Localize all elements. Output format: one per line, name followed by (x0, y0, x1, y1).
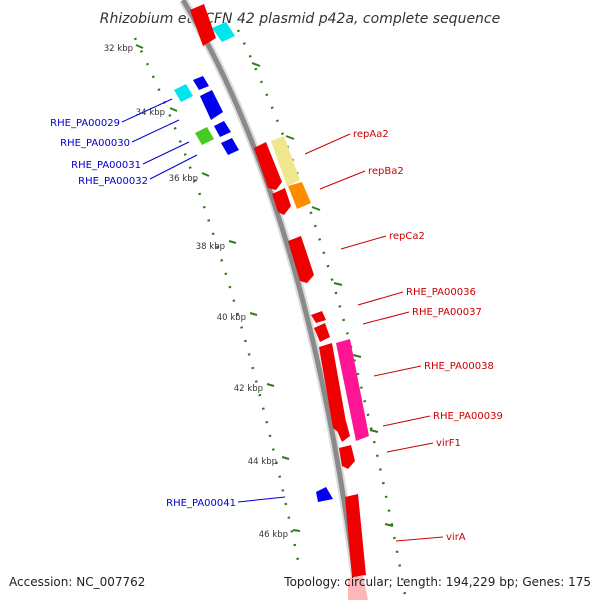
gene-arrow-top-cyan (212, 22, 235, 42)
tick-labels: 32 kbp 34 kbp 36 kbp 38 kbp 40 kbp 42 kb… (104, 44, 288, 540)
gene-label-RHE_PA00041[interactable]: RHE_PA00041 (166, 498, 236, 509)
gene-arrow-repCa2 (288, 236, 314, 283)
outer-major-ticks (251, 62, 394, 527)
gene-block-repBa2-overlay (288, 182, 311, 209)
gene-block-repAa2-overlay (271, 136, 300, 186)
tick-label: 44 kbp (248, 457, 277, 467)
gene-arrow-repBa2 (272, 188, 291, 215)
gene-arrow-RHE_PA00031 (195, 127, 214, 145)
outer-tick-ring (236, 29, 407, 596)
gene-arrow-RHE_PA00036 (311, 311, 326, 323)
tick-label: 38 kbp (196, 242, 225, 252)
gene-arrow-virF1 (339, 445, 355, 469)
tick-label: 46 kbp (259, 530, 288, 540)
gene-label-RHE_PA00038[interactable]: RHE_PA00038 (424, 361, 494, 372)
gene-label-RHE_PA00031[interactable]: RHE_PA00031 (71, 160, 141, 171)
tick-label: 34 kbp (136, 108, 165, 118)
tick-label: 40 kbp (217, 313, 246, 323)
gene-arrow-virA (345, 494, 366, 577)
gene-arrow-RHE_PA00032 (221, 138, 239, 155)
gene-label-RHE_PA00037[interactable]: RHE_PA00037 (412, 307, 482, 318)
gene-arrow-bottom-faded (348, 576, 368, 600)
tick-label: 32 kbp (104, 44, 133, 54)
gene-label-RHE_PA00036[interactable]: RHE_PA00036 (406, 287, 476, 298)
inner-major-ticks (135, 44, 301, 532)
backbone (180, 0, 361, 600)
gene-label-RHE_PA00030[interactable]: RHE_PA00030 (60, 138, 130, 149)
topology-summary-text: Topology: circular; Length: 194,229 bp; … (283, 575, 591, 589)
gene-label-repCa2[interactable]: repCa2 (389, 231, 425, 242)
gene-label-RHE_PA00029[interactable]: RHE_PA00029 (50, 118, 120, 129)
gene-arrow-small-blue-2 (214, 121, 231, 137)
gene-label-RHE_PA00032[interactable]: RHE_PA00032 (78, 176, 148, 187)
gene-arrow-RHE_PA00039 (334, 421, 350, 442)
right-gene-labels: repAa2 repBa2 repCa2 RHE_PA00036 RHE_PA0… (304, 129, 503, 543)
map-title: Rhizobium etli CFN 42 plasmid p42a, comp… (100, 11, 501, 27)
gene-arrow-RHE_PA00037 (314, 323, 330, 342)
gene-label-repBa2[interactable]: repBa2 (368, 166, 404, 177)
backbone-shadow (179, 0, 363, 600)
accession-text: Accession: NC_007762 (9, 575, 145, 589)
gene-arrow-small-blue (193, 76, 209, 90)
gene-label-virA[interactable]: virA (446, 532, 466, 543)
left-gene-labels: RHE_PA00029 RHE_PA00030 RHE_PA00031 RHE_… (50, 98, 286, 509)
tick-label: 42 kbp (234, 384, 263, 394)
tick-label: 36 kbp (169, 174, 198, 184)
gene-arrow-repAa2 (254, 142, 282, 190)
gene-arrow-top-red (190, 4, 216, 46)
gene-block-RHE_PA00038-overlay (336, 339, 369, 441)
gene-arrow-RHE_PA00041 (316, 487, 333, 502)
gene-arrow-RHE_PA00029 (174, 84, 193, 102)
gene-label-virF1[interactable]: virF1 (436, 438, 461, 449)
gene-label-repAa2[interactable]: repAa2 (353, 129, 389, 140)
gene-arrow-RHE_PA00030 (200, 90, 223, 120)
gene-arrow-RHE_PA00038 (319, 343, 346, 432)
gene-label-RHE_PA00039[interactable]: RHE_PA00039 (433, 411, 503, 422)
